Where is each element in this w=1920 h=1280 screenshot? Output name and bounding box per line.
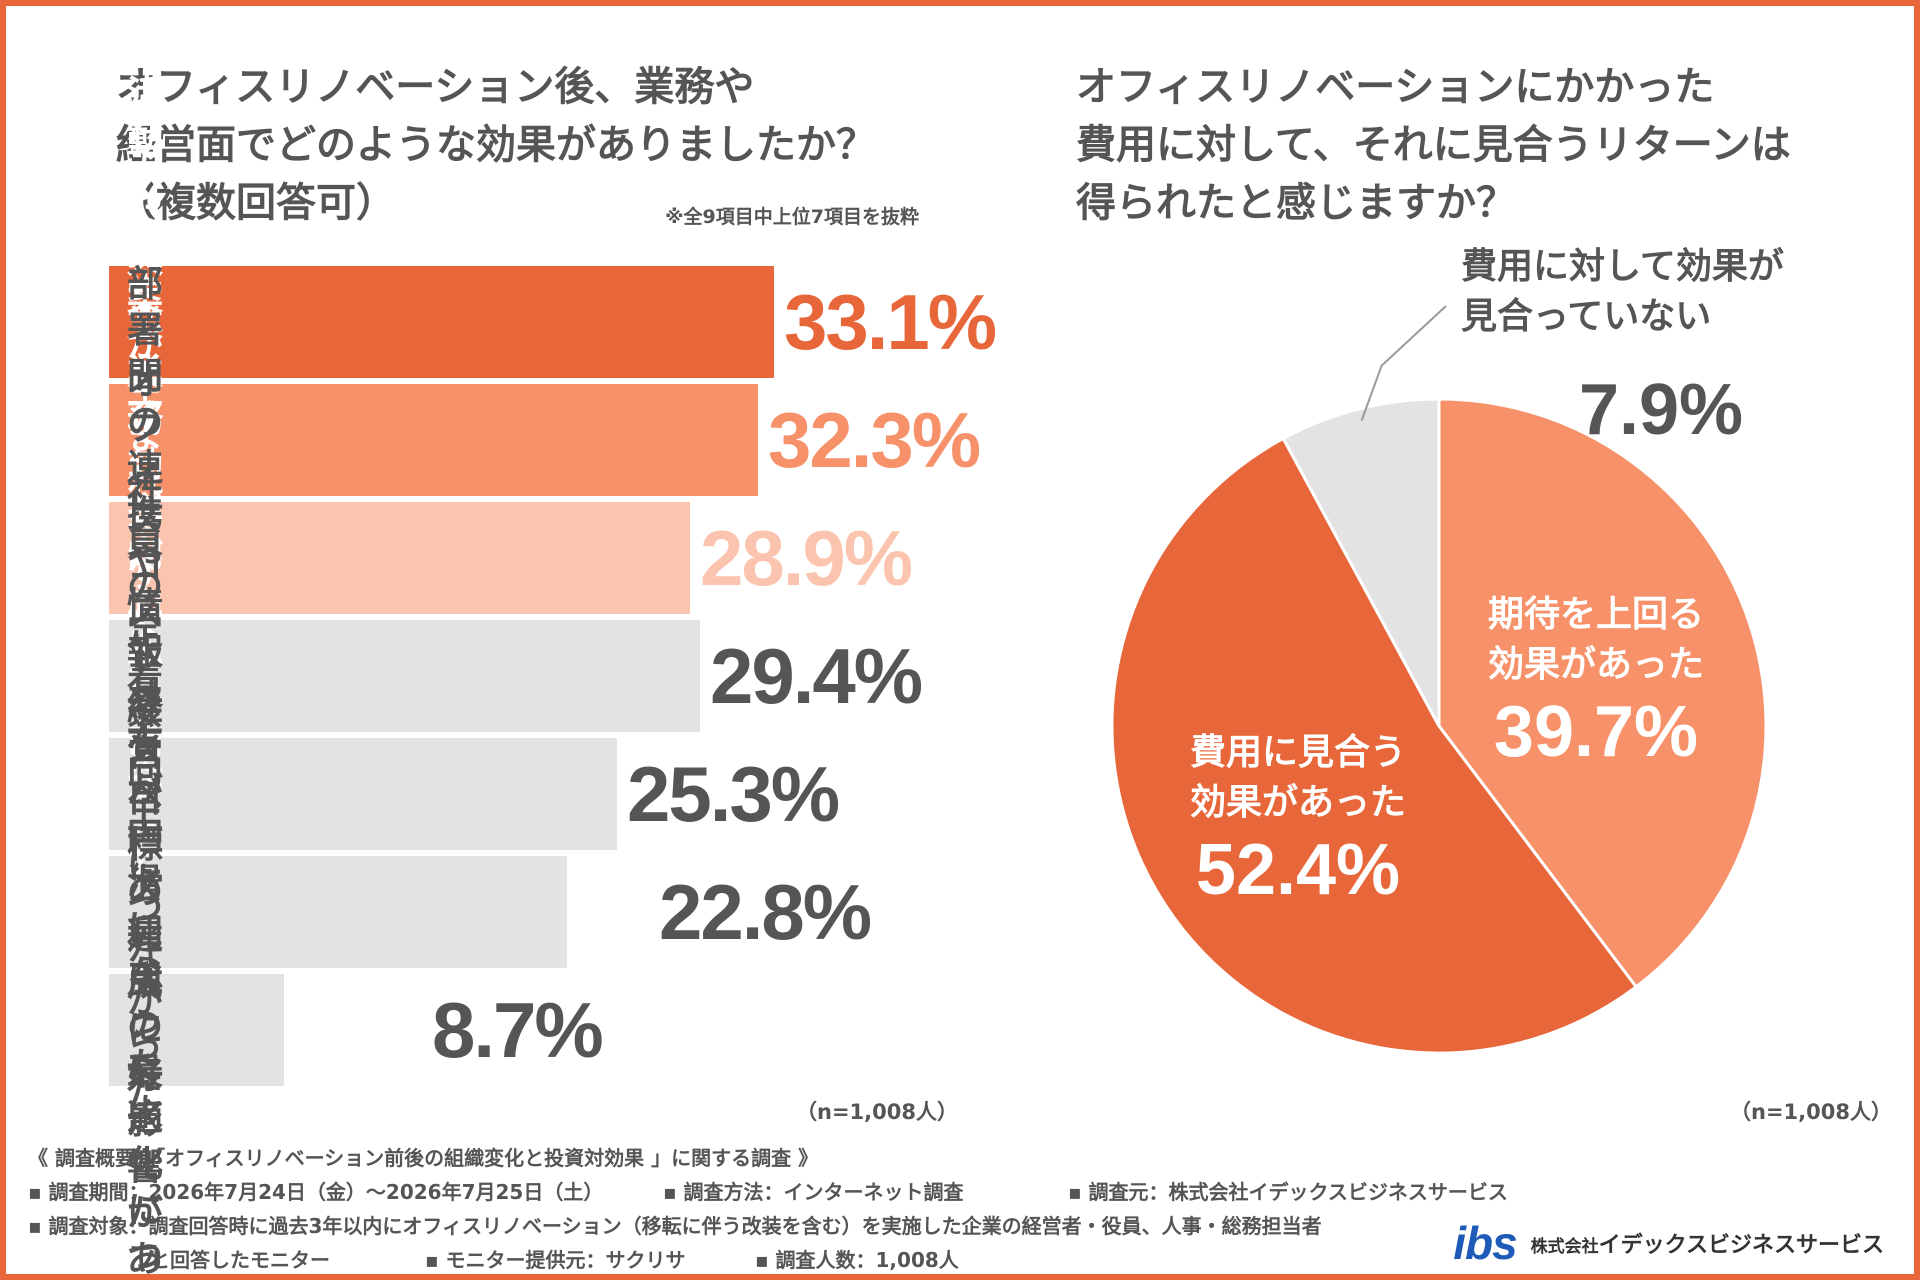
bar bbox=[109, 620, 700, 732]
company-prefix: 株式会社 bbox=[1530, 1237, 1599, 1257]
bar bbox=[109, 738, 617, 850]
survey-method: ▪ 調査方法：インターネット調査 bbox=[663, 1180, 964, 1204]
bar bbox=[109, 856, 567, 968]
left-chart-title: オフィスリノベーション後、業務や 経営面でどのような効果がありましたか？ （複数… bbox=[116, 64, 876, 226]
pie-slice-label: 見合っていない bbox=[1461, 296, 1711, 337]
pie-slice-label: 効果があった bbox=[1488, 644, 1704, 685]
pie-slice-label: 費用に対して効果が bbox=[1461, 246, 1784, 287]
survey-count: ▪ 調査人数：1,008人 bbox=[755, 1248, 959, 1272]
bar-value-label: 25.3% bbox=[627, 750, 840, 838]
pie-slice-value: 7.9% bbox=[1579, 370, 1743, 450]
bar-value-label: 29.4% bbox=[710, 632, 923, 720]
pie-slice-label: 効果があった bbox=[1190, 782, 1406, 823]
bar-value-label: 8.7% bbox=[432, 986, 604, 1074]
pie-leader-line bbox=[1360, 305, 1447, 421]
survey-target-cont: と回答したモニター bbox=[150, 1248, 330, 1272]
survey-meta-line-2: と回答したモニター ▪ モニター提供元：サクリサ ▪ 調査人数：1,008人 bbox=[28, 1243, 1508, 1274]
company-logo: ibs 株式会社イデックスビジネスサービス bbox=[1453, 1216, 1884, 1270]
pie-slice bbox=[1110, 436, 1639, 1055]
right-chart-title: オフィスリノベーションにかかった 費用に対して、それに見合うリターンは 得られた… bbox=[1076, 64, 1791, 226]
right-sample-size: （n=1,008人） bbox=[1730, 1100, 1892, 1124]
company-name-main: イデックスビジネスサービス bbox=[1598, 1233, 1884, 1258]
pie-slice bbox=[1437, 397, 1768, 989]
survey-meta-line: ▪ 調査期間：2026年7月24日（金）〜2026年7月25日（土） ▪ 調査方法… bbox=[28, 1175, 1508, 1209]
bar bbox=[109, 502, 690, 614]
survey-period: ▪ 調査期間：2026年7月24日（金）〜2026年7月25日（土） bbox=[28, 1180, 604, 1204]
survey-summary: 《 調査概要：「オフィスリノベーション前後の組織変化と投資対効果 」に関する調査… bbox=[28, 1146, 819, 1170]
pie-slice bbox=[1281, 397, 1441, 727]
pie-slice-label: 費用に見合う bbox=[1190, 732, 1406, 773]
bar bbox=[109, 266, 774, 378]
survey-footer: 《 調査概要：「オフィスリノベーション前後の組織変化と投資対効果 」に関する調査… bbox=[28, 1141, 1508, 1274]
survey-source: ▪ 調査元：株式会社イデックスビジネスサービス bbox=[1068, 1180, 1508, 1204]
bar-value-label: 22.8% bbox=[659, 868, 872, 956]
monitor-provider: ▪ モニター提供元：サクリサ bbox=[425, 1248, 686, 1272]
pie-slice-label: 期待を上回る bbox=[1488, 594, 1704, 635]
bar-value-label: 33.1% bbox=[784, 278, 997, 366]
bar-value-label: 32.3% bbox=[768, 396, 981, 484]
selection-note: ※全9項目中上位7項目を抜粋 bbox=[665, 206, 919, 228]
pie-slice-value: 39.7% bbox=[1494, 692, 1698, 772]
return-pie-chart: 期待を上回る効果があった39.7%費用に見合う効果があった52.4%費用に対して… bbox=[1110, 246, 1784, 1055]
pie-slice-value: 52.4% bbox=[1196, 830, 1400, 910]
survey-target: ▪ 調査対象：調査回答時に過去3年以内にオフィスリノベーション（移転に伴う改装を… bbox=[28, 1214, 1322, 1238]
left-sample-size: （n=1,008人） bbox=[796, 1100, 958, 1124]
bar bbox=[109, 384, 758, 496]
bar-value-label: 28.9% bbox=[700, 514, 913, 602]
company-name: 株式会社イデックスビジネスサービス bbox=[1531, 1227, 1884, 1259]
bar-category-label: 経営目標の達成に 好影響があった bbox=[127, 687, 164, 1280]
bar bbox=[109, 974, 284, 1086]
ibs-logo-mark: ibs bbox=[1453, 1217, 1517, 1269]
